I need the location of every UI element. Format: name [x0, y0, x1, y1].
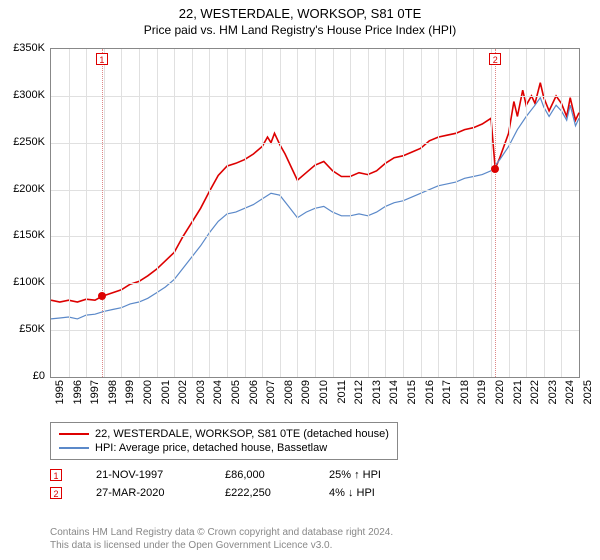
x-tick-label: 2011	[336, 380, 348, 404]
x-tick-label: 2000	[142, 380, 154, 404]
x-gridline	[69, 49, 70, 377]
chart-title: 22, WESTERDALE, WORKSOP, S81 0TE	[0, 0, 600, 21]
x-tick-label: 2024	[564, 380, 576, 404]
x-gridline	[227, 49, 228, 377]
sale-date: 21-NOV-1997	[96, 469, 191, 481]
x-tick-label: 2008	[283, 380, 295, 404]
footer-line-2: This data is licensed under the Open Gov…	[50, 539, 393, 552]
sale-delta: 25% ↑ HPI	[329, 469, 381, 481]
x-tick-label: 2005	[230, 380, 242, 404]
x-gridline	[297, 49, 298, 377]
legend-swatch	[59, 447, 89, 449]
x-tick-label: 2014	[388, 380, 400, 404]
x-gridline	[385, 49, 386, 377]
x-gridline	[421, 49, 422, 377]
legend-item: 22, WESTERDALE, WORKSOP, S81 0TE (detach…	[59, 427, 389, 441]
x-gridline	[333, 49, 334, 377]
y-tick-label: £350K	[0, 42, 45, 54]
x-gridline	[245, 49, 246, 377]
x-tick-label: 2002	[177, 380, 189, 404]
x-gridline	[544, 49, 545, 377]
sale-date: 27-MAR-2020	[96, 487, 191, 499]
x-gridline	[139, 49, 140, 377]
x-tick-label: 1995	[54, 380, 66, 404]
x-gridline	[174, 49, 175, 377]
x-gridline	[104, 49, 105, 377]
legend-label: HPI: Average price, detached house, Bass…	[95, 442, 327, 454]
sale-marker-dot	[98, 292, 106, 300]
y-tick-label: £150K	[0, 229, 45, 241]
y-tick-label: £100K	[0, 276, 45, 288]
x-tick-label: 1997	[89, 380, 101, 404]
sale-marker-line	[495, 49, 496, 377]
x-gridline	[262, 49, 263, 377]
x-gridline	[473, 49, 474, 377]
x-gridline	[561, 49, 562, 377]
plot-area: 12	[50, 48, 580, 378]
y-tick-label: £50K	[0, 323, 45, 335]
x-tick-label: 2013	[371, 380, 383, 404]
x-gridline	[157, 49, 158, 377]
x-tick-label: 2019	[476, 380, 488, 404]
x-gridline	[86, 49, 87, 377]
x-gridline	[368, 49, 369, 377]
x-gridline	[509, 49, 510, 377]
legend-item: HPI: Average price, detached house, Bass…	[59, 441, 389, 455]
legend-swatch	[59, 433, 89, 435]
x-tick-label: 2012	[353, 380, 365, 404]
x-gridline	[526, 49, 527, 377]
x-tick-label: 2020	[494, 380, 506, 404]
sale-row-badge: 2	[50, 487, 62, 499]
x-tick-label: 2006	[248, 380, 260, 404]
x-gridline	[350, 49, 351, 377]
x-tick-label: 2023	[547, 380, 559, 404]
y-tick-label: £300K	[0, 89, 45, 101]
x-gridline	[121, 49, 122, 377]
sale-row: 1 21-NOV-1997 £86,000 25% ↑ HPI	[50, 466, 381, 484]
x-tick-label: 2009	[300, 380, 312, 404]
sale-marker-line	[102, 49, 103, 377]
footer-attribution: Contains HM Land Registry data © Crown c…	[50, 526, 393, 552]
x-tick-label: 2003	[195, 380, 207, 404]
x-tick-label: 2015	[406, 380, 418, 404]
x-tick-label: 1996	[72, 380, 84, 404]
x-gridline	[491, 49, 492, 377]
sale-row-badge: 1	[50, 469, 62, 481]
x-gridline	[456, 49, 457, 377]
x-gridline	[280, 49, 281, 377]
x-tick-label: 2025	[582, 380, 594, 404]
legend: 22, WESTERDALE, WORKSOP, S81 0TE (detach…	[50, 422, 398, 460]
x-tick-label: 2022	[529, 380, 541, 404]
legend-label: 22, WESTERDALE, WORKSOP, S81 0TE (detach…	[95, 428, 389, 440]
x-gridline	[192, 49, 193, 377]
sales-table: 1 21-NOV-1997 £86,000 25% ↑ HPI 2 27-MAR-2020…	[50, 466, 381, 502]
sale-marker-badge: 1	[96, 53, 108, 65]
sale-price: £86,000	[225, 469, 295, 481]
x-tick-label: 2007	[265, 380, 277, 404]
sale-price: £222,250	[225, 487, 295, 499]
x-tick-label: 2001	[160, 380, 172, 404]
sale-row: 2 27-MAR-2020 £222,250 4% ↓ HPI	[50, 484, 381, 502]
footer-line-1: Contains HM Land Registry data © Crown c…	[50, 526, 393, 539]
x-tick-label: 2016	[424, 380, 436, 404]
x-tick-label: 2017	[441, 380, 453, 404]
x-tick-label: 2010	[318, 380, 330, 404]
x-tick-label: 1998	[107, 380, 119, 404]
x-tick-label: 2018	[459, 380, 471, 404]
sale-marker-badge: 2	[489, 53, 501, 65]
x-tick-label: 2004	[212, 380, 224, 404]
sale-delta: 4% ↓ HPI	[329, 487, 375, 499]
x-gridline	[209, 49, 210, 377]
sale-marker-dot	[491, 165, 499, 173]
y-tick-label: £200K	[0, 183, 45, 195]
x-tick-label: 1999	[124, 380, 136, 404]
x-gridline	[403, 49, 404, 377]
y-tick-label: £0	[0, 370, 45, 382]
y-tick-label: £250K	[0, 136, 45, 148]
figure: 22, WESTERDALE, WORKSOP, S81 0TE Price p…	[0, 0, 600, 560]
x-gridline	[438, 49, 439, 377]
x-tick-label: 2021	[512, 380, 524, 404]
x-gridline	[315, 49, 316, 377]
chart-subtitle: Price paid vs. HM Land Registry's House …	[0, 21, 600, 37]
